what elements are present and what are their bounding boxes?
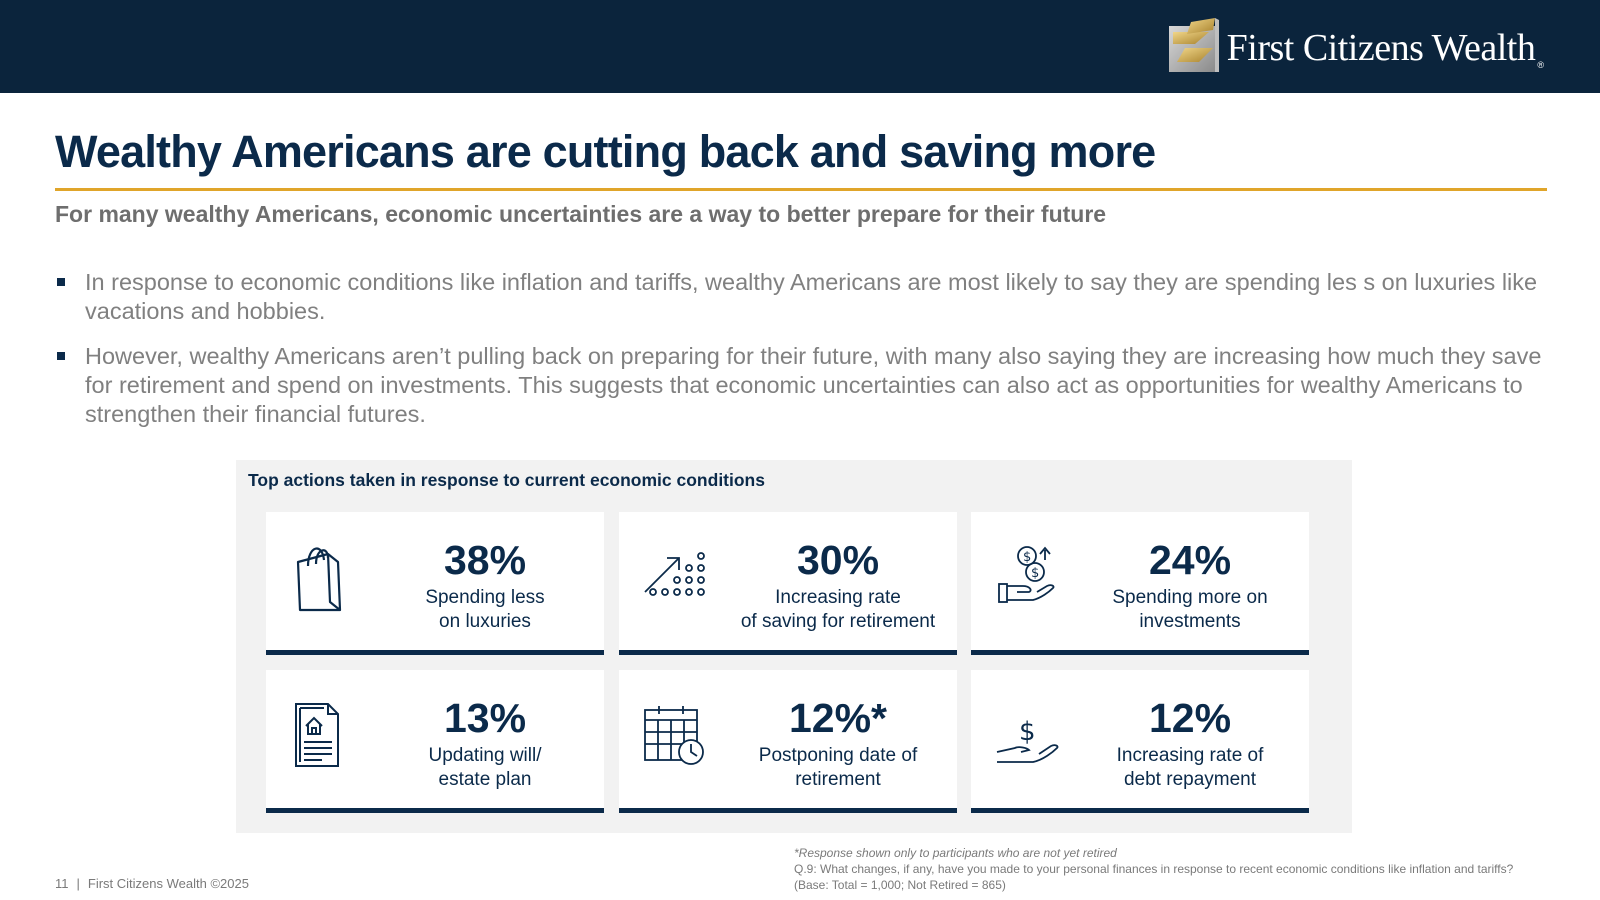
stat-label-line: Spending more on bbox=[1112, 587, 1268, 608]
page-title: Wealthy Americans are cutting back and s… bbox=[55, 126, 1156, 177]
stat-label-line: Increasing rate of bbox=[1116, 745, 1264, 766]
footnote-base: (Base: Total = 1,000; Not Retired = 865) bbox=[794, 878, 1006, 892]
footnote-star: *Response shown only to participants who… bbox=[794, 846, 1117, 860]
square-bullet-icon bbox=[55, 342, 85, 429]
bullet-item: However, wealthy Americans aren’t pullin… bbox=[55, 342, 1555, 429]
page-footer: 11 | First Citizens Wealth ©2025 bbox=[55, 876, 249, 891]
stat-label-line: Increasing rate bbox=[775, 587, 901, 608]
registered-mark: ® bbox=[1537, 60, 1544, 70]
stat-label: Updating will/ estate plan bbox=[366, 744, 604, 792]
stat-label-line: of saving for retirement bbox=[740, 611, 936, 632]
growth-arrow-icon bbox=[641, 536, 711, 616]
title-divider bbox=[55, 188, 1547, 191]
stat-value: 12% bbox=[1148, 695, 1232, 741]
stat-card-debt-repayment: $ 12% Increasing rate of debt repayment bbox=[971, 670, 1309, 813]
stat-card-postpone-retirement: 12%* Postponing date of retirement bbox=[619, 670, 957, 813]
calendar-clock-icon bbox=[641, 694, 711, 774]
stat-label-line: retirement bbox=[795, 769, 881, 790]
stat-card-estate-plan: 13% Updating will/ estate plan bbox=[266, 670, 604, 813]
stat-label-line: Postponing date of bbox=[758, 745, 918, 766]
page-subtitle: For many wealthy Americans, economic unc… bbox=[55, 201, 1107, 227]
square-bullet-icon bbox=[55, 268, 85, 326]
stat-value: 30% bbox=[796, 537, 880, 583]
bullet-item: In response to economic conditions like … bbox=[55, 268, 1555, 326]
stat-label-line: estate plan bbox=[438, 769, 532, 790]
copyright: First Citizens Wealth ©2025 bbox=[87, 876, 249, 891]
stat-label: Increasing rate of debt repayment bbox=[1071, 744, 1309, 792]
stat-value: 38% bbox=[443, 537, 527, 583]
dollar-hand-icon: $ bbox=[993, 694, 1063, 774]
stat-label-line: investments bbox=[1139, 611, 1241, 632]
header-bar: First Citizens Wealth ® bbox=[0, 0, 1600, 93]
stat-label: Increasing rate of saving for retirement bbox=[719, 586, 957, 634]
svg-text:$: $ bbox=[1023, 550, 1031, 565]
coins-hand-icon: $ $ bbox=[993, 536, 1063, 616]
stat-label-line: Spending less bbox=[425, 587, 545, 608]
stat-label: Spending more on investments bbox=[1071, 586, 1309, 634]
brand-name: First Citizens Wealth bbox=[1226, 27, 1536, 69]
actions-panel: Top actions taken in response to current… bbox=[236, 460, 1352, 833]
svg-text:$: $ bbox=[1019, 717, 1036, 747]
bullet-list: In response to economic conditions like … bbox=[55, 268, 1555, 445]
brand-mark-icon bbox=[1168, 18, 1219, 72]
stat-label-line: on luxuries bbox=[439, 611, 531, 632]
stat-card-investments: $ $ 24% Spending more on investments bbox=[971, 512, 1309, 655]
stat-value: 13% bbox=[443, 695, 527, 741]
stat-card-saving-retirement: 30% Increasing rate of saving for retire… bbox=[619, 512, 957, 655]
footnote-question: Q.9: What changes, if any, have you made… bbox=[794, 862, 1514, 876]
panel-title: Top actions taken in response to current… bbox=[248, 470, 765, 490]
bullet-text: In response to economic conditions like … bbox=[85, 269, 1538, 324]
stat-value: 12%* bbox=[788, 695, 887, 741]
shopping-bag-icon bbox=[288, 536, 358, 616]
brand-logo: First Citizens Wealth ® bbox=[1168, 18, 1544, 72]
stat-label-line: debt repayment bbox=[1123, 769, 1257, 790]
stat-value: 24% bbox=[1148, 537, 1232, 583]
footnotes: *Response shown only to participants who… bbox=[794, 845, 1513, 893]
footer-separator: | bbox=[76, 876, 80, 891]
stat-label-line: Updating will/ bbox=[428, 745, 542, 766]
page-number: 11 bbox=[55, 876, 69, 891]
stat-card-spending-less: 38% Spending less on luxuries bbox=[266, 512, 604, 655]
svg-text:$: $ bbox=[1031, 566, 1039, 581]
estate-document-icon bbox=[288, 694, 358, 774]
stat-label: Spending less on luxuries bbox=[366, 586, 604, 634]
stat-label: Postponing date of retirement bbox=[719, 744, 957, 792]
bullet-text: However, wealthy Americans aren’t pullin… bbox=[85, 343, 1542, 427]
